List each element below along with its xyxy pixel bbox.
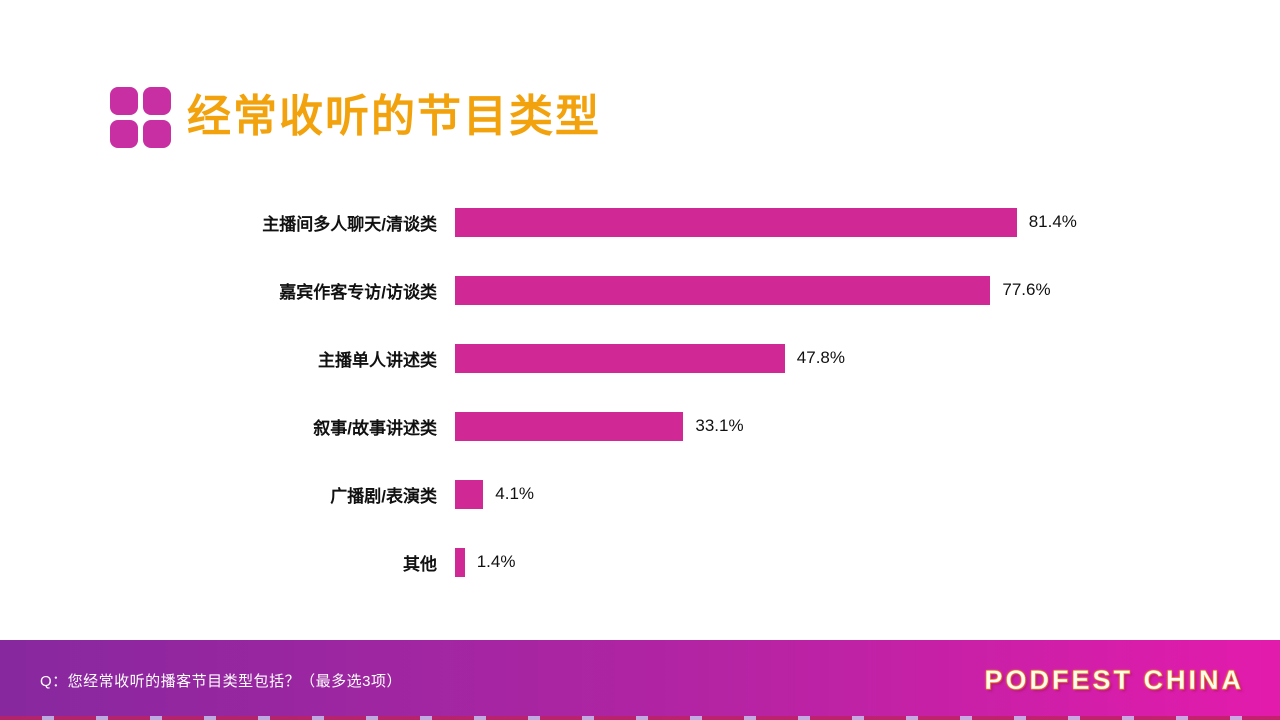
bar [455, 275, 991, 305]
bar [455, 207, 1017, 237]
bar [455, 411, 684, 441]
value-label: 1.4% [476, 552, 516, 571]
value-label: 77.6% [1002, 280, 1051, 299]
category-label: 主播单人讲述类 [318, 350, 437, 370]
survey-question: Q：您经常收听的播客节目类型包括？（最多选3项） [40, 672, 403, 690]
grid-square [143, 86, 171, 115]
value-label: 47.8% [796, 348, 845, 367]
grid-squares-icon [110, 86, 171, 148]
category-label: 其他 [403, 554, 437, 574]
grid-square [110, 86, 138, 115]
grid-square [143, 119, 171, 148]
chart-row: 叙事/故事讲述类 33.1% [0, 392, 1280, 460]
chart-row: 其他 1.4% [0, 528, 1280, 596]
bar [455, 547, 465, 577]
footer-bar: Q：您经常收听的播客节目类型包括？（最多选3项） PODFEST CHINA [0, 640, 1280, 720]
chart-row: 主播单人讲述类 47.8% [0, 324, 1280, 392]
value-label: 4.1% [495, 484, 535, 503]
bar [455, 343, 785, 373]
bottom-edge-pattern [0, 716, 1280, 720]
chart-row: 广播剧/表演类 4.1% [0, 460, 1280, 528]
category-label: 主播间多人聊天/清谈类 [262, 214, 437, 234]
bar-chart: 主播间多人聊天/清谈类 81.4% 嘉宾作客专访/访谈类 77.6% 主播单人讲… [0, 188, 1280, 596]
slide-header: 经常收听的节目类型 [110, 86, 601, 148]
chart-row: 嘉宾作客专访/访谈类 77.6% [0, 256, 1280, 324]
podfest-china-logo: PODFEST CHINA [984, 664, 1244, 695]
category-label: 叙事/故事讲述类 [313, 418, 437, 438]
grid-square [110, 119, 138, 148]
bar [455, 479, 484, 509]
chart-row: 主播间多人聊天/清谈类 81.4% [0, 188, 1280, 256]
page-title: 经常收听的节目类型 [187, 92, 601, 141]
value-label: 33.1% [695, 416, 744, 435]
category-label: 广播剧/表演类 [330, 486, 437, 506]
value-label: 81.4% [1028, 212, 1077, 231]
category-label: 嘉宾作客专访/访谈类 [279, 282, 437, 302]
